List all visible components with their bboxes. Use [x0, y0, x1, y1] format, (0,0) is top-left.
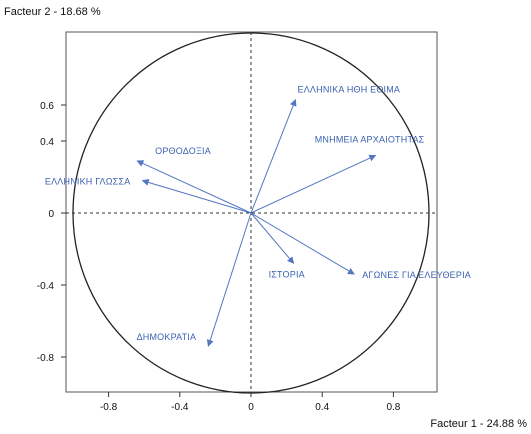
x-axis-ticks: -0.8 -0.4 0 0.4 0.8 [100, 392, 401, 413]
y-tick-label: 0.6 [40, 101, 54, 112]
x-tick-label: -0.4 [171, 402, 189, 413]
variable-arrow [250, 154, 377, 214]
x-tick-label: 0 [248, 402, 254, 413]
y-tick-label: 0 [48, 209, 54, 220]
variable-arrow [250, 98, 297, 214]
variable-arrow [250, 212, 295, 264]
variable-vectors: ΕΛΛΗΝΙΚΑ ΗΘΗ ΕΘΙΜΑ ΜΝΗΜΕΙΑ ΑΡΧΑΙΟΤΗΤΑΣ ΟΡΘ… [45, 85, 471, 347]
x-tick-label: 0.4 [315, 402, 329, 413]
variable-arrow [136, 160, 252, 214]
variable-label: ΕΛΛΗΝΙΚΑ ΗΘΗ ΕΘΙΜΑ [298, 85, 401, 95]
variable-label: ΙΣΤΟΡΙΑ [269, 269, 305, 279]
y-tick-label: -0.8 [37, 353, 55, 364]
variable-arrow [206, 212, 252, 347]
variable-label: ΟΡΘΟΔΟΞΙΑ [155, 146, 211, 156]
y-tick-label: -0.4 [37, 281, 55, 292]
variable-label: ΕΛΛΗΝΙΚΗ ΓΛΩΣΣΑ [45, 177, 131, 187]
x-axis-title: Facteur 1 - 24.88 % [430, 418, 527, 430]
variable-arrow [250, 212, 355, 275]
x-tick-label: 0.8 [386, 402, 400, 413]
y-tick-label: 0.4 [40, 137, 54, 148]
variable-label: ΑΓΩΝΕΣ ΓΙΑ ΕΛΕΥΘΕΡΙΑ [362, 270, 471, 280]
y-axis-title: Facteur 2 - 18.68 % [4, 6, 101, 18]
variable-label: ΜΝΗΜΕΙΑ ΑΡΧΑΙΟΤΗΤΑΣ [315, 134, 425, 144]
y-axis-ticks: 0.6 0.4 0 -0.4 -0.8 [37, 101, 66, 364]
variable-arrow [141, 179, 252, 214]
variable-label: ΔΗΜΟΚΡΑΤΙΑ [137, 332, 197, 342]
x-tick-label: -0.8 [100, 402, 118, 413]
